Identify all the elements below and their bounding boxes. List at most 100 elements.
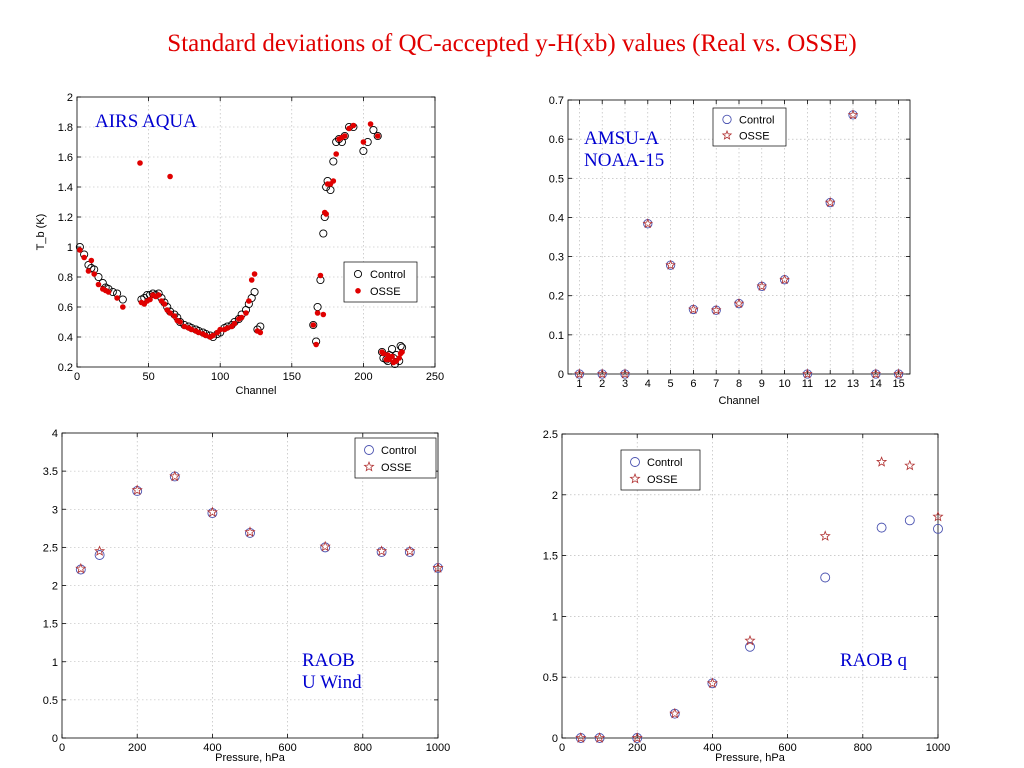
data-point-osse [374, 133, 381, 139]
data-point-osse [631, 732, 643, 743]
x-tick-label: 15 [892, 378, 904, 390]
data-point-control [373, 131, 382, 141]
data-point-osse [77, 247, 83, 253]
x-tick-label: 14 [870, 378, 882, 390]
y-tick-label: 2 [52, 581, 58, 593]
y-tick-label: 1.4 [58, 182, 73, 194]
x-tick-label: 200 [128, 742, 146, 754]
x-tick-label: 9 [759, 378, 765, 390]
data-point-osse [238, 314, 245, 321]
data-point-osse [665, 259, 676, 270]
data-point-osse [706, 677, 718, 688]
x-tick-label: 6 [690, 378, 696, 390]
x-axis-label: Pressure, hPa [715, 752, 786, 764]
data-point-osse [131, 484, 143, 495]
data-point-osse [688, 303, 699, 314]
data-point-osse [310, 322, 317, 328]
legend: Control OSSE [354, 437, 437, 479]
x-tick-label: 3 [622, 378, 628, 390]
y-tick-label: 1 [52, 657, 58, 669]
data-point-osse [779, 274, 790, 285]
legend-label: OSSE [739, 130, 770, 142]
data-point-osse [188, 326, 195, 333]
x-tick-label: 1000 [926, 742, 950, 754]
data-point-control [329, 157, 338, 166]
data-point-osse [169, 470, 181, 482]
y-tick-label: 1.6 [58, 152, 73, 164]
x-tick-label: 200 [354, 371, 372, 383]
data-point-osse [75, 562, 87, 574]
slide-title: Standard deviations of QC-accepted y-H(x… [167, 30, 857, 57]
y-tick-label: 4 [52, 428, 58, 440]
x-tick-label: 400 [703, 742, 721, 754]
data-point-osse [932, 510, 944, 522]
data-point-osse [251, 271, 258, 277]
y-tick-label: 0.4 [549, 212, 564, 224]
legend-label: Control [381, 445, 416, 457]
x-tick-label: 0 [559, 742, 565, 754]
data-point-osse [642, 218, 654, 229]
y-tick-label: 0 [558, 369, 564, 381]
x-tick-label: 150 [283, 371, 301, 383]
data-point-control [359, 146, 368, 156]
data-point-osse [802, 368, 813, 379]
data-point-osse [824, 197, 836, 208]
legend-marker-osse [355, 287, 361, 294]
data-point-osse [317, 272, 324, 279]
legend-marker-osse [721, 129, 733, 140]
data-point-osse [95, 281, 102, 288]
legend-marker-osse [363, 460, 375, 472]
data-point-osse [619, 368, 631, 379]
legend: Control OSSE [712, 107, 787, 147]
y-tick-label: 2 [67, 92, 73, 104]
data-point-osse [876, 456, 888, 467]
x-tick-label: 11 [802, 378, 813, 390]
legend: Control OSSE [343, 261, 418, 303]
y-tick-label: 1.8 [58, 122, 73, 134]
data-point-osse [167, 173, 173, 180]
data-point-osse [380, 350, 387, 357]
y-tick-label: 0 [552, 733, 558, 745]
x-tick-label: 0 [59, 742, 65, 754]
data-point-osse [105, 289, 112, 295]
y-tick-label: 1.2 [58, 212, 73, 224]
data-point-osse [244, 526, 256, 537]
data-point-osse [314, 310, 321, 316]
y-tick-label: 0.2 [549, 291, 564, 303]
chart-annotation: NOAA-15 [584, 150, 664, 171]
data-point-control [319, 229, 328, 238]
legend-marker-control [630, 457, 640, 467]
data-point-osse [893, 368, 904, 379]
plot-frame [76, 96, 436, 368]
x-tick-label: 0 [74, 371, 80, 383]
x-tick-label: 7 [713, 378, 719, 390]
legend-label: Control [739, 114, 774, 126]
data-point-osse [399, 349, 405, 355]
x-tick-label: 250 [426, 371, 444, 383]
x-axis-label: Pressure, hPa [215, 752, 286, 764]
data-point-osse [243, 310, 249, 316]
legend-marker-control [364, 445, 374, 455]
x-tick-label: 2 [599, 378, 605, 390]
y-tick-label: 0.2 [58, 362, 73, 374]
data-point-osse [257, 329, 264, 336]
x-tick-label: 12 [824, 378, 836, 390]
data-point-osse [404, 545, 416, 556]
x-tick-label: 8 [736, 378, 742, 390]
data-point-osse [231, 320, 238, 327]
data-point-osse [733, 298, 745, 309]
legend-label: Control [647, 457, 682, 469]
legend: Control OSSE [620, 449, 701, 491]
data-point-osse [847, 109, 859, 120]
chart-annotation: AMSU-A [584, 128, 659, 149]
legend-label: OSSE [647, 474, 678, 486]
data-point-osse [333, 151, 339, 157]
y-tick-label: 2.5 [543, 429, 558, 441]
x-tick-label: 5 [668, 378, 674, 390]
data-point-osse [210, 332, 216, 339]
data-point-control [387, 344, 397, 354]
